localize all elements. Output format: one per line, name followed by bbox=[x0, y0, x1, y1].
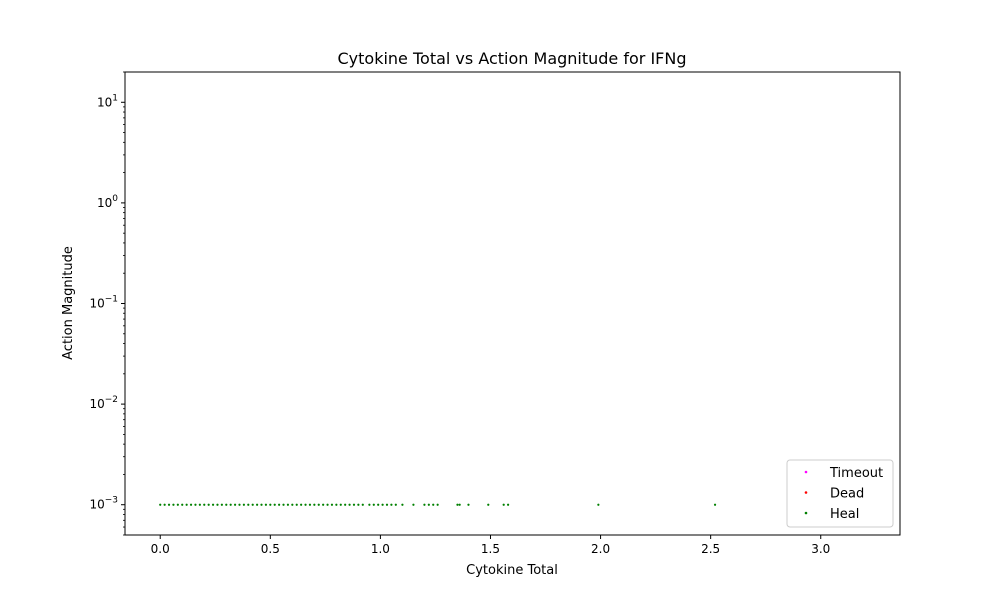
data-point-heal bbox=[436, 503, 439, 506]
data-point-heal bbox=[260, 503, 263, 506]
data-point-heal bbox=[295, 503, 298, 506]
data-point-heal bbox=[203, 503, 206, 506]
data-point-heal bbox=[256, 503, 259, 506]
data-point-heal bbox=[344, 503, 347, 506]
legend-label-heal: Heal bbox=[830, 507, 859, 522]
data-point-heal bbox=[423, 503, 426, 506]
x-tick-label: 0.0 bbox=[151, 542, 170, 556]
data-point-heal bbox=[368, 503, 371, 506]
data-point-heal bbox=[247, 503, 250, 506]
data-point-heal bbox=[194, 503, 197, 506]
data-point-heal bbox=[390, 503, 393, 506]
data-point-heal bbox=[181, 503, 184, 506]
legend-marker-heal bbox=[804, 511, 808, 515]
data-point-heal bbox=[308, 503, 312, 506]
data-point-heal bbox=[352, 503, 356, 506]
x-tick-label: 2.0 bbox=[591, 542, 610, 556]
data-point-heal bbox=[159, 503, 162, 506]
data-point-heal bbox=[172, 503, 175, 506]
data-point-heal bbox=[377, 503, 380, 506]
data-point-heal bbox=[322, 503, 325, 506]
data-point-heal bbox=[273, 503, 276, 506]
data-point-heal bbox=[225, 503, 228, 506]
plot-frame bbox=[124, 71, 901, 536]
data-point-heal bbox=[348, 503, 351, 506]
data-point-heal bbox=[163, 503, 166, 506]
y-tick-label: 10−2 bbox=[89, 395, 118, 411]
x-axis-ticks: 0.0 0.5 1.0 1.5 2.0 2.5 3.0 bbox=[151, 535, 830, 556]
legend-box bbox=[786, 459, 894, 528]
data-point-heal bbox=[229, 503, 232, 506]
data-point-heal bbox=[401, 503, 404, 506]
data-point-heal bbox=[357, 503, 360, 506]
data-point-heal bbox=[458, 503, 461, 506]
data-point-heal bbox=[269, 503, 272, 506]
data-point-heal bbox=[313, 503, 316, 506]
data-point-heal bbox=[713, 503, 717, 506]
legend-label-dead: Dead bbox=[830, 487, 864, 502]
data-point-heal bbox=[282, 503, 285, 506]
x-axis-label: Cytokine Total bbox=[466, 563, 558, 578]
legend-marker-dead bbox=[804, 491, 808, 494]
data-point-heal bbox=[251, 503, 254, 506]
data-point-heal bbox=[286, 503, 290, 506]
data-point-heal bbox=[385, 503, 389, 506]
data-point-heal bbox=[339, 503, 342, 506]
data-point-heal bbox=[167, 503, 171, 506]
data-point-heal bbox=[506, 503, 510, 506]
y-tick-label: 101 bbox=[97, 93, 118, 109]
x-tick-label: 1.5 bbox=[481, 542, 500, 556]
chart-title: Cytokine Total vs Action Magnitude for I… bbox=[337, 49, 686, 68]
legend-marker-timeout bbox=[804, 470, 808, 474]
data-point-heal bbox=[432, 503, 435, 506]
y-tick-label: 100 bbox=[97, 194, 118, 210]
x-tick-label: 1.0 bbox=[371, 542, 390, 556]
data-point-heal bbox=[335, 503, 338, 506]
data-point-heal bbox=[381, 503, 384, 506]
data-point-heal bbox=[216, 503, 219, 506]
data-point-heal bbox=[456, 503, 459, 506]
data-point-heal bbox=[211, 503, 215, 506]
data-point-heal bbox=[597, 503, 600, 506]
data-point-heal bbox=[427, 503, 430, 506]
data-point-heal bbox=[317, 503, 320, 506]
data-point-heal bbox=[300, 503, 303, 506]
data-point-heal bbox=[278, 503, 281, 506]
data-point-heal bbox=[467, 503, 470, 506]
data-point-heal bbox=[198, 503, 201, 506]
data-point-heal bbox=[326, 503, 329, 506]
data-point-heal bbox=[394, 503, 397, 506]
data-point-heal bbox=[361, 503, 364, 506]
data-point-heal bbox=[412, 503, 415, 506]
data-point-heal bbox=[304, 503, 307, 506]
y-tick-label: 10−3 bbox=[89, 496, 118, 512]
y-axis-label: Action Magnitude bbox=[61, 246, 76, 360]
y-axis-ticks: 10−3 10−2 10−1 100 101 bbox=[89, 71, 125, 536]
legend: Timeout Dead Heal bbox=[786, 459, 894, 528]
legend-label-timeout: Timeout bbox=[829, 466, 883, 481]
data-point-heal bbox=[220, 503, 223, 506]
data-point-heal bbox=[291, 503, 294, 506]
data-point-heal bbox=[264, 503, 268, 506]
y-tick-label: 10−1 bbox=[89, 295, 118, 311]
data-point-heal bbox=[233, 503, 237, 506]
data-point-heal bbox=[238, 503, 241, 506]
plot-area bbox=[159, 503, 717, 506]
data-point-heal bbox=[330, 503, 334, 506]
data-point-heal bbox=[502, 503, 505, 506]
data-point-heal bbox=[176, 503, 179, 506]
data-point-heal bbox=[372, 503, 375, 506]
x-tick-label: 3.0 bbox=[811, 542, 830, 556]
x-tick-label: 2.5 bbox=[701, 542, 720, 556]
data-point-heal bbox=[242, 503, 245, 506]
x-tick-label: 0.5 bbox=[261, 542, 280, 556]
data-point-heal bbox=[189, 503, 193, 506]
data-point-heal bbox=[207, 503, 210, 506]
data-point-heal bbox=[487, 503, 490, 506]
data-point-heal bbox=[185, 503, 188, 506]
